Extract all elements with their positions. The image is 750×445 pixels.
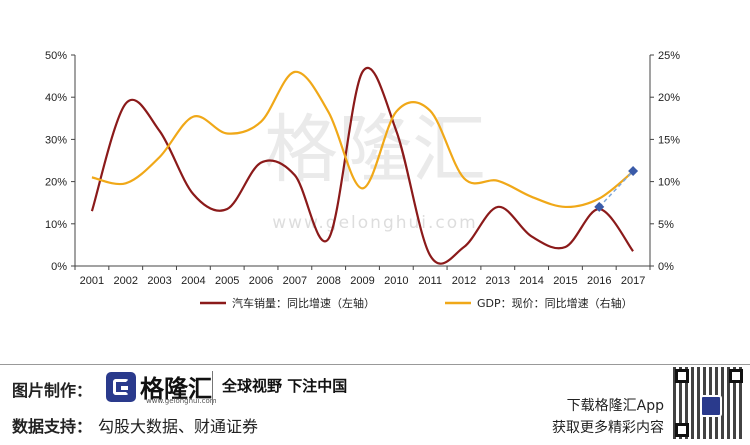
x-tick-label: 2004 [181, 275, 205, 287]
left-tick-label: 0% [51, 261, 67, 273]
logo-url: www.gelonghui.com [146, 397, 217, 405]
gelonghui-logo-icon [106, 372, 136, 402]
left-tick-label: 30% [45, 134, 67, 146]
x-tick-label: 2003 [147, 275, 171, 287]
logo-name: 格隆汇 [140, 375, 212, 403]
x-tick-label: 2015 [553, 275, 577, 287]
gdp-growth-line [91, 70, 634, 209]
right-tick-label: 5% [658, 219, 674, 231]
more-content-text: 获取更多精彩内容 [552, 420, 664, 436]
x-tick-label: 2013 [486, 275, 510, 287]
made-by-label: 图片制作： [12, 381, 93, 400]
legend-label-gdp: GDP：现价：同比增速（右轴） [477, 296, 633, 310]
axes: 0% 10% 20% 30% 40% 50% 0% 5% 10% 15% 20% 25% 2001 200… [45, 50, 680, 287]
series-layer [90, 66, 639, 265]
line-chart: 格隆汇 www.gelonghui.com 0%10%20%30%40%50%0… [45, 50, 680, 310]
left-tick-label: 50% [45, 50, 67, 62]
x-tick-label: 2009 [350, 275, 374, 287]
qr-eye-icon [675, 423, 689, 437]
data-source-label: 数据支持： 勾股大数据、财通证券 [12, 413, 258, 437]
qr-center-logo-icon [700, 395, 722, 417]
legend-label-auto-sales: 汽车销量：同比增速（左轴） [232, 296, 375, 310]
data-sources: 勾股大数据、财通证券 [98, 417, 259, 436]
x-tick-label: 2016 [587, 275, 611, 287]
left-tick-label: 20% [45, 177, 67, 189]
footer: 图片制作： 格隆汇 www.gelonghui.com 全球视野 下注中国 数据… [0, 355, 750, 445]
forecast-dashed-link [598, 170, 634, 208]
x-tick-label: 2014 [519, 275, 543, 287]
x-tick-label: 2011 [418, 275, 442, 287]
qr-eye-icon [729, 369, 743, 383]
x-tick-label: 2007 [283, 275, 307, 287]
logo-separator [212, 371, 213, 405]
right-tick-label: 15% [658, 134, 680, 146]
x-tick-label: 2006 [249, 275, 273, 287]
x-tick-label: 2017 [621, 275, 645, 287]
right-tick-label: 10% [658, 177, 680, 189]
data-label: 数据支持： [12, 417, 93, 436]
x-tick-label: 2002 [113, 275, 137, 287]
watermark-url: www.gelonghui.com [272, 213, 477, 233]
slogan: 全球视野 下注中国 [222, 377, 348, 395]
diamond-marker [628, 166, 639, 177]
chart-area: 格隆汇 www.gelonghui.com 0% 10% 20% 30% 40% 50% 0… [45, 50, 680, 310]
right-tick-label: 25% [658, 50, 680, 62]
x-tick-label: 2010 [384, 275, 408, 287]
x-tick-label: 2001 [80, 275, 104, 287]
footer-divider [0, 364, 750, 365]
left-tick-label: 10% [45, 219, 67, 231]
right-tick-label: 20% [658, 92, 680, 104]
x-tick-label: 2012 [452, 275, 476, 287]
right-tick-label: 0% [658, 261, 674, 273]
diamond-marker [594, 201, 605, 212]
x-tick-label: 2008 [316, 275, 340, 287]
qr-eye-icon [675, 369, 689, 383]
left-tick-label: 40% [45, 92, 67, 104]
legend: 汽车销量：同比增速（左轴） GDP：现价：同比增速（右轴） [200, 296, 633, 310]
x-tick-label: 2005 [215, 275, 239, 287]
download-app-text[interactable]: 下载格隆汇App [566, 398, 664, 414]
auto-sales-growth-line [90, 66, 634, 265]
